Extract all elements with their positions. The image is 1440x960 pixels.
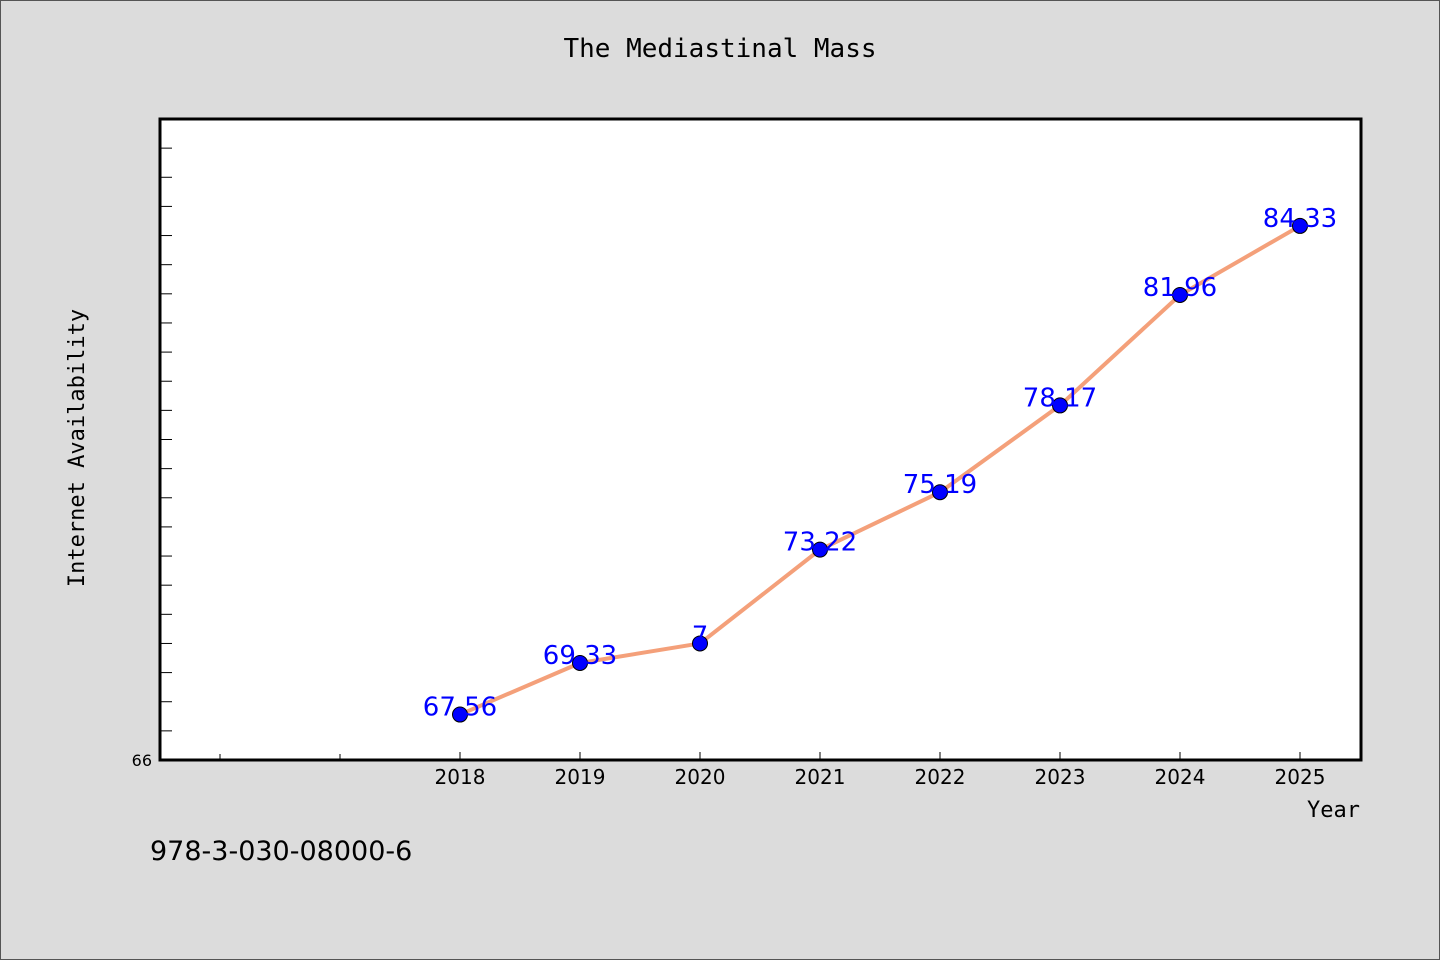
chart-title: The Mediastinal Mass: [563, 34, 877, 64]
data-point: [1292, 217, 1308, 234]
series-line: [459, 224, 1301, 717]
x-axis-ticks: 2018 2019 2020 2021 2022 2023 2024 2025: [219, 752, 1326, 789]
data-point: [932, 484, 948, 501]
data-point: [452, 706, 468, 723]
data-label: 84.33: [1263, 204, 1337, 234]
data-points: [452, 217, 1308, 723]
x-tick-label: 2023: [1035, 765, 1086, 789]
y-axis-label: Internet Availability: [65, 309, 90, 587]
data-label: 7: [692, 621, 709, 651]
data-label: 69.33: [543, 641, 617, 671]
x-tick-label: 2020: [675, 765, 726, 789]
data-point: [812, 541, 828, 558]
data-label: 67.56: [423, 693, 497, 723]
plot-area: [158, 117, 1363, 762]
x-tick-label: 2021: [795, 765, 846, 789]
x-tick-label: 2022: [915, 765, 966, 789]
x-axis-label: Year: [1307, 798, 1360, 823]
x-tick-label: 2019: [555, 765, 606, 789]
x-tick-label: 2025: [1275, 765, 1326, 789]
data-point: [1172, 286, 1188, 303]
data-point: [692, 635, 708, 652]
y-axis-ticks: [160, 147, 172, 732]
y-tick-label-min: 66: [132, 751, 152, 770]
data-label: 73.22: [783, 528, 857, 558]
data-point: [1052, 397, 1068, 414]
data-point: [572, 654, 588, 671]
isbn-footer: 978-3-030-08000-6: [150, 836, 413, 867]
data-label: 81.96: [1143, 273, 1217, 303]
data-labels: 67.56 69.33 7 73.22 75.19 78.17 81.96 84.33: [423, 204, 1337, 723]
data-label: 78.17: [1023, 383, 1097, 413]
data-label: 75.19: [903, 470, 977, 500]
x-tick-label: 2018: [435, 765, 486, 789]
x-tick-label: 2024: [1155, 765, 1206, 789]
